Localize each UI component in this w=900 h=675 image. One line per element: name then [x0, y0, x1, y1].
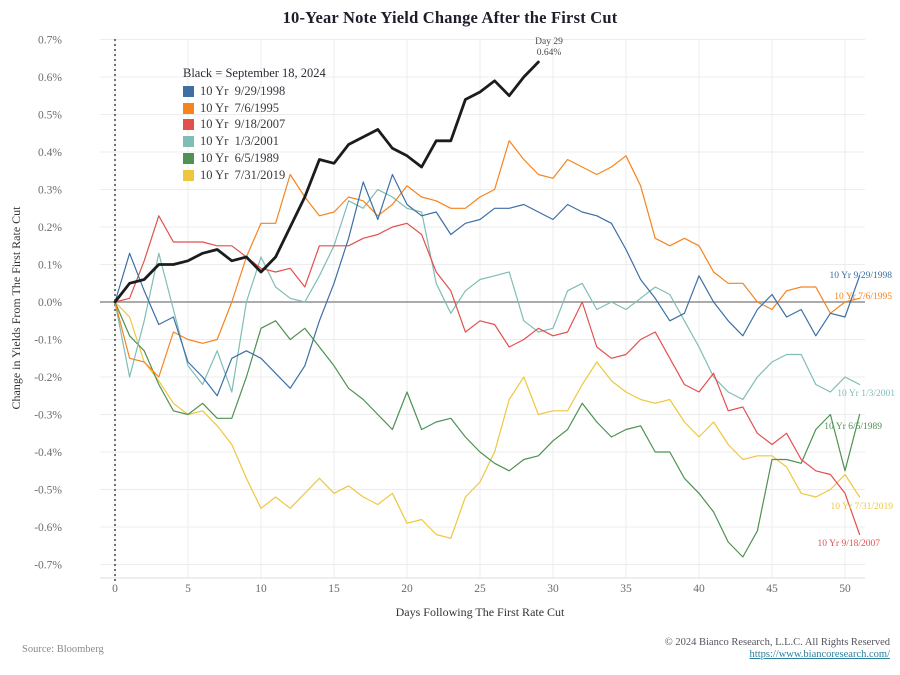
y-tick-label: -0.7%	[34, 560, 62, 572]
x-tick-label: 25	[474, 583, 486, 595]
x-tick-label: 20	[401, 583, 413, 595]
legend-item-label: 10 Yr 7/31/2019	[200, 167, 286, 182]
legend-swatch-icon	[183, 102, 194, 114]
footer-copyright: © 2024 Bianco Research, L.L.C. All Right…	[664, 637, 890, 648]
chart-title: 10-Year Note Yield Change After the Firs…	[282, 8, 618, 27]
y-tick-label: 0.0%	[38, 297, 62, 309]
legend-item: 10 Yr 9/29/1998	[183, 83, 326, 100]
y-tick-label: 0.7%	[38, 35, 62, 47]
y-tick-label: 0.4%	[38, 147, 62, 159]
footer-link[interactable]: https://www.biancoresearch.com/	[749, 649, 890, 660]
legend-item: 10 Yr 6/5/1989	[183, 150, 326, 167]
y-tick-label: 0.5%	[38, 110, 62, 122]
x-tick-label: 5	[185, 583, 191, 595]
y-tick-label: 0.3%	[38, 185, 62, 197]
legend-swatch-icon	[183, 136, 194, 148]
legend-item: 10 Yr 7/31/2019	[183, 167, 326, 184]
legend-item-label: 10 Yr 9/18/2007	[200, 117, 286, 132]
y-tick-label: 0.1%	[38, 260, 62, 272]
series-line-september-18--2024	[113, 60, 540, 304]
peak-annotation-line2: 0.64%	[537, 48, 562, 58]
series-end-label: 10 Yr 1/3/2001	[837, 389, 895, 399]
y-tick-label: -0.3%	[34, 410, 62, 422]
legend-swatch-icon	[183, 169, 194, 181]
y-tick-label: -0.4%	[34, 447, 62, 459]
series-line-10-yr-9-18-2007	[114, 215, 861, 536]
footer-source: Source: Bloomberg	[22, 644, 104, 655]
y-tick-label: -0.2%	[34, 372, 62, 384]
series-line-10-yr-1-3-2001	[114, 188, 861, 401]
y-tick-label: 0.6%	[38, 72, 62, 84]
legend-rows: 10 Yr 9/29/1998 10 Yr 7/6/1995 10 Yr 9/18/…	[183, 83, 326, 184]
y-tick-label: -0.6%	[34, 522, 62, 534]
legend-item: 10 Yr 1/3/2001	[183, 133, 326, 150]
series-end-label: 10 Yr 9/29/1998	[830, 271, 893, 281]
legend-item: 10 Yr 7/6/1995	[183, 100, 326, 117]
y-tick-label: 0.2%	[38, 222, 62, 234]
y-axis-title: Change in Yields From The First Rate Cut	[9, 206, 23, 410]
x-tick-label: 45	[766, 583, 778, 595]
series-end-label: 10 Yr 9/18/2007	[818, 539, 881, 549]
x-tick-label: 35	[620, 583, 632, 595]
y-tick-label: -0.1%	[34, 335, 62, 347]
legend-item-label: 10 Yr 1/3/2001	[200, 134, 280, 149]
legend: Black = September 18, 2024 10 Yr 9/29/19…	[183, 66, 326, 184]
series-end-label: 10 Yr 7/6/1995	[834, 292, 892, 302]
x-tick-label: 0	[112, 583, 118, 595]
legend-item-label: 10 Yr 9/29/1998	[200, 83, 286, 98]
footer-right: © 2024 Bianco Research, L.L.C. All Right…	[665, 637, 890, 660]
legend-item-label: 10 Yr 6/5/1989	[200, 151, 280, 166]
legend-item: 10 Yr 9/18/2007	[183, 117, 326, 134]
x-tick-label: 10	[255, 583, 267, 595]
legend-swatch-icon	[183, 119, 194, 131]
y-tick-label: -0.5%	[34, 485, 62, 497]
series-end-label: 10 Yr 6/5/1989	[824, 422, 882, 432]
legend-swatch-icon	[183, 153, 194, 165]
x-tick-label: 50	[839, 583, 851, 595]
chart-canvas: 0.7% 0.6% 0.5% 0.4% 0.3% 0.2% 0.1% 0.0% -0.1% -0.…	[9, 35, 895, 620]
series-end-label: 10 Yr 7/31/2019	[831, 502, 894, 512]
series-line-10-yr-6-5-1989	[114, 301, 861, 558]
x-tick-label: 30	[547, 583, 559, 595]
x-tick-label: 40	[693, 583, 705, 595]
series-line-10-yr-7-31-2019	[114, 301, 861, 539]
peak-annotation-line1: Day 29	[535, 37, 563, 47]
x-tick-label: 15	[328, 583, 340, 595]
series-line-10-yr-9-29-1998	[114, 173, 861, 397]
legend-heading: Black = September 18, 2024	[183, 66, 326, 80]
x-axis-title: Days Following The First Rate Cut	[396, 605, 565, 619]
series-line-10-yr-7-6-1995	[114, 140, 861, 378]
legend-item-label: 10 Yr 7/6/1995	[200, 100, 280, 115]
legend-swatch-icon	[183, 85, 194, 97]
